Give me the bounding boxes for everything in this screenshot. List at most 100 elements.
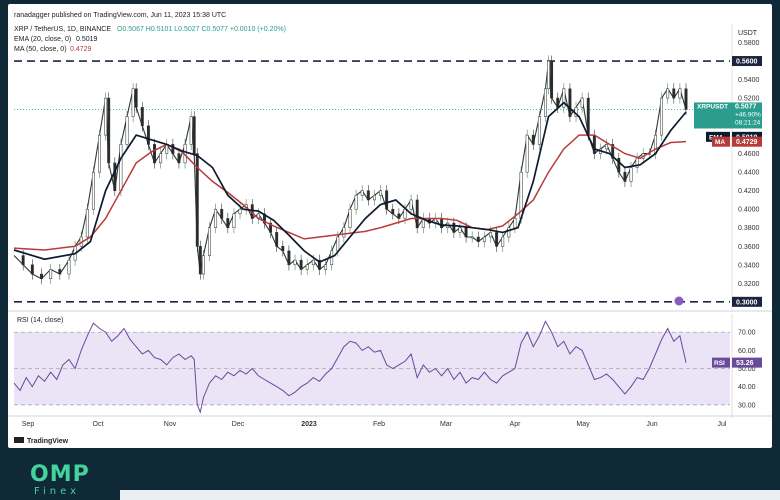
candle-body (379, 190, 382, 196)
rsi-name-box (712, 357, 730, 368)
current-symbol: XRPUSDT (697, 103, 728, 110)
candle-body (232, 213, 236, 228)
candle-body (470, 236, 474, 239)
candle-body (171, 144, 175, 154)
rsi-name: RSI (714, 360, 725, 367)
candle-body (605, 144, 609, 150)
candle-body (556, 97, 560, 108)
candle-body (125, 116, 129, 145)
tradingview-brand: TradingView (27, 438, 69, 445)
candle-body (403, 208, 407, 219)
rsi-title: RSI (14, close) (17, 317, 63, 324)
candle-body (98, 134, 101, 173)
omp-logo-sub: Finex (34, 486, 81, 497)
candle-body (409, 199, 413, 210)
candle-body (660, 97, 664, 136)
x-tick-label: May (576, 421, 590, 428)
level-label: 0.3000 (736, 299, 758, 306)
y-tick-label: 0.4000 (738, 207, 760, 214)
ma-line (13, 134, 687, 251)
currency-label: USDT (738, 30, 758, 37)
candle-body (586, 97, 590, 136)
candle-body (21, 255, 25, 266)
ema-legend-value: 0.5019 (76, 36, 98, 43)
current-price-tag (732, 102, 762, 129)
candle-body (592, 134, 596, 154)
rsi-value: 53.26 (736, 360, 754, 367)
ma-legend: MA (50, close, 0) (14, 46, 67, 53)
omp-logo: OMP (30, 462, 90, 487)
x-tick-label: Jun (646, 421, 657, 428)
candle-body (134, 88, 138, 108)
candle-body (348, 208, 352, 228)
x-tick-label: Jul (718, 421, 727, 428)
candle-body (189, 116, 193, 145)
rsi-tick-label: 30.00 (738, 402, 756, 409)
candle-body (30, 264, 34, 275)
candle-body (495, 232, 499, 247)
candle-body (678, 88, 682, 99)
candle-body (366, 190, 370, 201)
candle-body (415, 199, 419, 228)
y-tick-label: 0.5800 (738, 40, 760, 47)
y-tick-label: 0.4400 (738, 170, 760, 177)
candle-body (208, 227, 211, 256)
candle-body (550, 60, 554, 99)
current-change: +46.90% (735, 111, 761, 118)
candle-body (58, 269, 62, 275)
y-tick-label: 0.4600 (738, 151, 760, 158)
current-countdown: 08:21:24 (735, 119, 761, 126)
y-tick-label: 0.3200 (738, 281, 760, 288)
level-label: 0.5600 (736, 59, 758, 66)
candle-body (85, 208, 89, 238)
candle-body (324, 264, 328, 270)
published-line: ranadagger published on TradingView.com,… (14, 12, 226, 19)
candle-body (507, 227, 511, 238)
candle-body (91, 171, 95, 210)
rsi-value-box (732, 357, 762, 368)
candle-body (458, 227, 462, 233)
candle-body (666, 88, 670, 99)
candle-body (238, 208, 242, 215)
candle-body (611, 144, 615, 159)
candle-body (354, 195, 358, 210)
candle-body (281, 246, 285, 252)
rsi-plot: 70.00 60.00 50.00 40.00 30.00 RSI (14, close)… (13, 314, 762, 418)
candle-body (220, 208, 224, 219)
candle-body (287, 250, 291, 266)
candle-body (107, 97, 111, 164)
candle-body (165, 144, 169, 154)
rsi-tick-label: 60.00 (738, 348, 756, 355)
candle-body (482, 236, 486, 242)
candle-body (214, 208, 218, 228)
candle-body (198, 246, 202, 275)
ma-name: MA (715, 139, 725, 146)
candle-body (440, 218, 444, 228)
x-tick-label: Dec (232, 421, 245, 428)
candle-body (226, 218, 230, 228)
current-price: 0.5077 (735, 103, 757, 110)
rsi-tick-label: 40.00 (738, 384, 756, 391)
candle-body (201, 255, 205, 275)
candle-body (476, 236, 480, 242)
candle-body (311, 259, 315, 266)
symbol-line: XRP / TetherUS, 1D, BINANCE (14, 26, 111, 33)
candle-body (537, 116, 541, 145)
candle-body (372, 195, 376, 201)
candle-body (397, 213, 401, 219)
x-tick-label: 2023 (301, 421, 317, 428)
current-price-box (694, 102, 734, 129)
candle-body (525, 134, 529, 173)
candle-body (629, 167, 633, 182)
x-tick-label: Oct (93, 421, 104, 428)
candle-body (146, 125, 150, 145)
ma-value-box (732, 136, 762, 147)
candle-body (562, 88, 566, 108)
x-tick-label: Sep (22, 421, 35, 428)
candle-body (623, 171, 627, 182)
ohlc-line: O0.5067 H0.5101 L0.5027 C0.5077 +0.0010 … (117, 26, 286, 33)
candle-body (635, 158, 639, 168)
candle-body (336, 236, 340, 252)
price-plot: 0.58000.56000.54000.52000.50000.48000.46… (8, 24, 772, 312)
